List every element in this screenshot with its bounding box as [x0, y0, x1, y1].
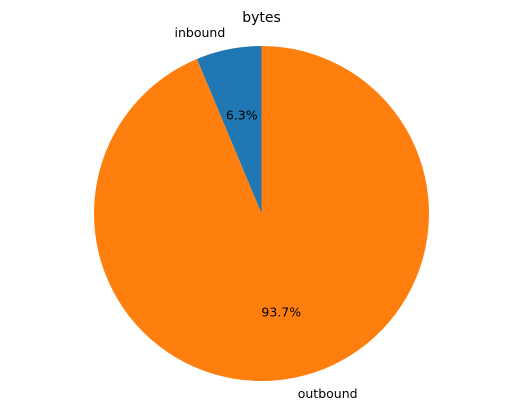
slice-label-inbound: inbound [175, 25, 226, 40]
pct-label-inbound: 6.3% [226, 107, 258, 122]
pie-slices [94, 46, 429, 381]
pie-slice-inbound [196, 46, 262, 214]
pie-slice-outbound [94, 46, 429, 381]
chart-title: bytes [242, 10, 281, 26]
slice-label-outbound: outbound [298, 386, 358, 401]
pie-labels: inbound 6.3% outbound 93.7% [175, 25, 358, 401]
pct-label-outbound: 93.7% [261, 305, 301, 320]
